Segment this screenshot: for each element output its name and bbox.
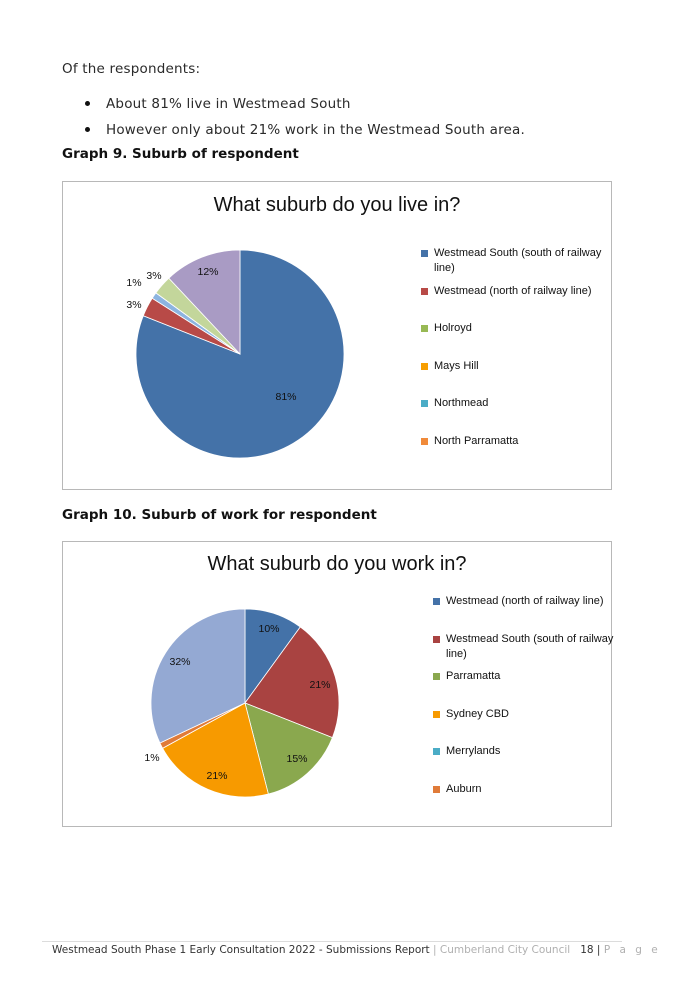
data-label: 10% — [258, 623, 279, 635]
data-label: 32% — [169, 656, 190, 668]
legend-label: Westmead South (south of railway line) — [446, 632, 614, 660]
legend-label: North Parramatta — [434, 434, 519, 447]
intro-text: Of the respondents: — [62, 61, 201, 77]
data-label: 3% — [146, 270, 161, 282]
legend-swatch-icon — [433, 673, 440, 680]
bullet-item: However only about 21% work in the Westm… — [82, 120, 525, 146]
legend-swatch-icon — [421, 287, 428, 295]
footer-divider — [42, 941, 622, 942]
data-label: 12% — [197, 266, 218, 278]
legend-item: Auburn — [433, 782, 636, 797]
footer-page-separator: | — [596, 944, 601, 956]
bullet-dot-icon — [85, 127, 90, 132]
legend-swatch-icon — [433, 598, 440, 605]
data-label: 81% — [275, 391, 296, 403]
bullet-list: About 81% live in Westmead South However… — [82, 94, 525, 146]
legend-item: Westmead South (south of railway line) — [433, 632, 636, 662]
legend-label: Holroyd — [434, 322, 472, 334]
legend-item: North Parramatta — [421, 434, 624, 449]
legend-item: Westmead South (south of railway line) — [421, 246, 624, 276]
pie-slice — [162, 702, 269, 798]
legend-label: Mays Hill — [434, 359, 479, 372]
graph9-heading: Graph 9. Suburb of respondent — [62, 146, 299, 162]
legend-item: Merrylands — [433, 744, 636, 759]
bullet-text: However only about 21% work in the Westm… — [106, 122, 525, 138]
pie-slice — [168, 249, 241, 356]
data-label: 21% — [309, 679, 330, 691]
data-label: 3% — [126, 299, 141, 311]
legend-swatch-icon — [421, 437, 428, 445]
bullet-text: About 81% live in Westmead South — [106, 96, 351, 112]
pie-slice — [244, 702, 333, 795]
legend-item: Parramatta — [433, 669, 636, 684]
data-label: 1% — [144, 752, 159, 764]
legend-item: Westmead (north of railway line) — [421, 284, 624, 299]
footer-doc-title: Westmead South Phase 1 Early Consultatio… — [52, 944, 430, 956]
graph10-chart: What suburb do you work in? 10% 21% 15% 21%… — [62, 541, 613, 827]
chart-title: What suburb do you work in? — [207, 553, 467, 575]
pie-chart: 10% 21% 15% 21% 1% 32% — [144, 608, 340, 798]
bullet-dot-icon — [85, 101, 90, 106]
legend-label: Merrylands — [446, 745, 501, 757]
legend-item: Mays Hill — [421, 359, 624, 374]
legend-swatch-icon — [433, 710, 440, 718]
data-label: 15% — [286, 753, 307, 765]
graph10-heading: Graph 10. Suburb of work for respondent — [62, 507, 377, 523]
legend-swatch-icon — [433, 748, 440, 755]
legend-label: Westmead South (south of railway line) — [434, 247, 602, 274]
legend-swatch-icon — [421, 325, 428, 332]
graph9-chart: What suburb do you live in? 81% 3% 1% 3% 12%… — [62, 181, 612, 490]
data-label: 21% — [206, 770, 227, 782]
pie-slice — [150, 608, 246, 744]
legend-label: Sydney CBD — [446, 707, 509, 720]
footer-separator: | — [433, 944, 437, 956]
legend-label: Westmead (north of railway line) — [446, 595, 604, 607]
legend-swatch-icon — [421, 400, 428, 407]
chart-title: What suburb do you live in? — [213, 194, 461, 216]
page-footer: Westmead South Phase 1 Early Consultatio… — [52, 944, 661, 956]
legend-label: Parramatta — [446, 670, 501, 682]
legend-label: Auburn — [446, 782, 482, 795]
pie-slice — [244, 626, 340, 739]
footer-org: Cumberland City Council — [439, 944, 571, 956]
legend-swatch-icon — [421, 250, 428, 257]
legend-item: Holroyd — [421, 321, 624, 336]
legend-item: Sydney CBD — [433, 707, 636, 722]
legend-swatch-icon — [433, 635, 440, 643]
legend-swatch-icon — [433, 785, 440, 793]
legend-item: Westmead (north of railway line) — [433, 594, 636, 609]
pie-chart: 81% 3% 1% 3% 12% — [126, 249, 345, 459]
data-label: 1% — [126, 277, 141, 289]
legend-item: Northmead — [421, 396, 624, 411]
bullet-item: About 81% live in Westmead South — [82, 94, 525, 120]
footer-page-number: 18 — [580, 944, 594, 956]
legend-swatch-icon — [421, 362, 428, 370]
legend-label: Northmead — [434, 397, 489, 409]
footer-page-word: P a g e — [603, 944, 661, 956]
legend-label: Westmead (north of railway line) — [434, 284, 592, 297]
